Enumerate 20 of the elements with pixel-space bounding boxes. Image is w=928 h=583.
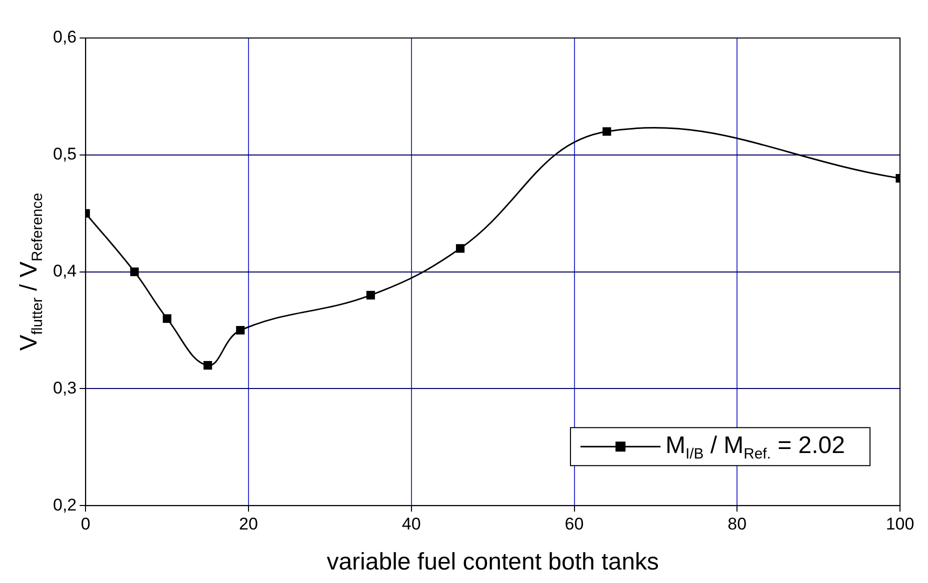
point (162, 314, 172, 323)
y-axis-title: Vflutter / VReference (16, 192, 46, 351)
x-tick-label: 40 (402, 514, 421, 534)
y-tick-label: 0,3 (52, 378, 77, 398)
point (130, 268, 139, 276)
x-tick-label: 80 (728, 514, 747, 534)
point (456, 244, 465, 253)
x-axis-title: variable fuel content both tanks (326, 548, 659, 576)
y-tick-label: 0,4 (52, 261, 77, 280)
y-tick-label: 0,2 (52, 495, 77, 514)
point (236, 326, 245, 335)
x-tick-label: 100 (886, 514, 914, 534)
y-tick-label: 0,6 (52, 28, 77, 47)
point (366, 290, 375, 300)
x-tick-label: 60 (564, 514, 584, 534)
point (204, 361, 212, 370)
x-tick-label: 0 (80, 514, 90, 534)
x-tick-label: 20 (239, 514, 258, 534)
point (602, 127, 612, 136)
y-tick-label: 0,5 (52, 144, 77, 164)
